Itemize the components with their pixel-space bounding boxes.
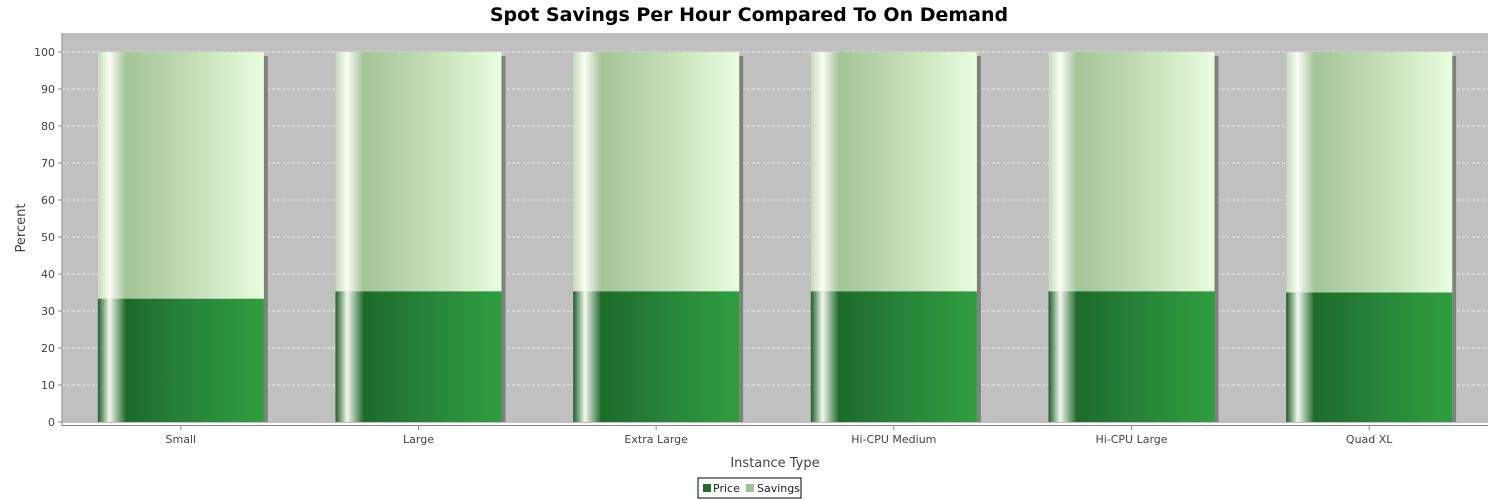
bar-shadow [1214, 56, 1219, 422]
bar-shadow [976, 56, 981, 422]
bar-savings [573, 52, 740, 292]
x-tick-label: Quad XL [1346, 433, 1393, 446]
bar-savings [1286, 52, 1453, 293]
x-tick-label: Small [166, 433, 197, 446]
bar-price [810, 291, 977, 422]
legend-label-savings: Savings [757, 482, 800, 495]
y-tick-label: 10 [41, 379, 55, 392]
x-tick-label: Hi-CPU Medium [851, 433, 936, 446]
gridlines [62, 51, 1488, 386]
x-axis-label: Instance Type [730, 456, 819, 471]
bar-savings [335, 52, 502, 292]
x-tick-label: Large [403, 433, 434, 446]
bar-price [1286, 292, 1453, 422]
bars-group [97, 52, 1457, 422]
y-tick-label: 50 [41, 231, 55, 244]
bar-savings [810, 52, 977, 292]
y-tick-label: 0 [48, 416, 55, 429]
y-tick-label: 20 [41, 342, 55, 355]
y-tick-label: 40 [41, 268, 55, 281]
x-tick-label: Hi-CPU Large [1095, 433, 1167, 446]
plot-area [62, 33, 1488, 423]
y-tick-label: 90 [41, 83, 55, 96]
x-axis: Small Large Extra Large Hi-CPU Medium Hi-CPU… [62, 425, 1488, 446]
legend-label-price: Price [713, 482, 740, 495]
y-axis-label: Percent [14, 204, 29, 253]
x-tick-label: Extra Large [624, 433, 688, 446]
legend-swatch-price [703, 484, 711, 492]
y-tick-label: 80 [41, 120, 55, 133]
chart-title: Spot Savings Per Hour Compared To On Dem… [490, 4, 1008, 26]
bar-savings [1048, 52, 1215, 292]
bar-shadow [263, 56, 268, 422]
bar-shadow [501, 56, 506, 422]
y-tick-label: 30 [41, 305, 55, 318]
y-tick-label: 60 [41, 194, 55, 207]
y-tick-label: 100 [34, 46, 55, 59]
y-axis: 0 10 20 30 40 50 60 70 80 90 100 [34, 33, 63, 429]
bar-price [1048, 291, 1215, 422]
bar-savings [97, 52, 264, 299]
bar-price [335, 291, 502, 422]
bar-price [573, 291, 740, 422]
bar-price [97, 298, 264, 422]
bar-shadow [1452, 56, 1457, 422]
legend-swatch-savings [746, 484, 754, 492]
bar-shadow [739, 56, 744, 422]
legend: Price Savings [697, 477, 802, 499]
y-tick-label: 70 [41, 157, 55, 170]
